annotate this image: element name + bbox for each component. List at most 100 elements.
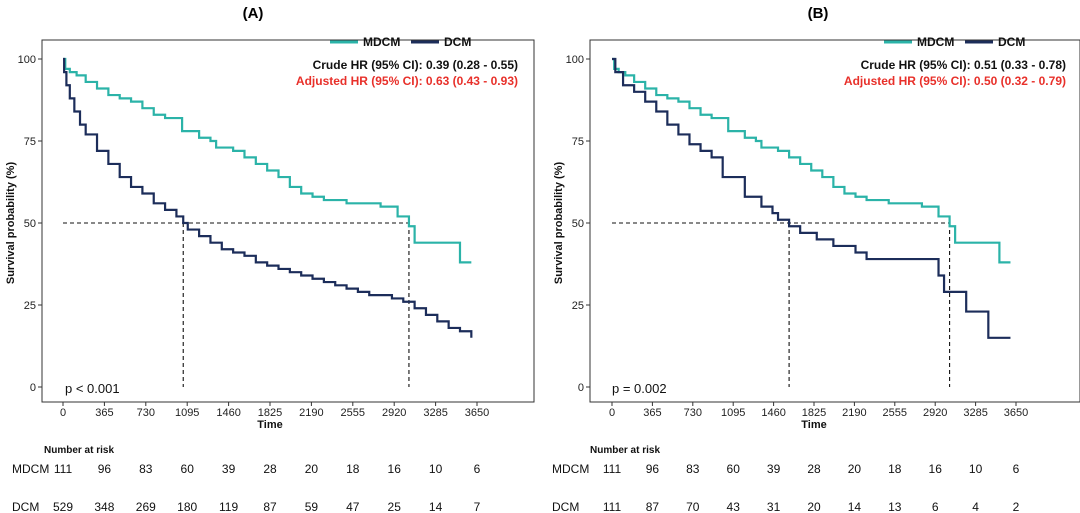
p-value: p < 0.001 <box>65 381 120 396</box>
risk-count-cell: 348 <box>94 500 114 513</box>
y-tick-label: 100 <box>566 54 584 66</box>
x-tick-label: 730 <box>137 407 155 419</box>
risk-count-cell: 47 <box>346 500 360 513</box>
x-axis-title: Time <box>257 419 282 431</box>
risk-count-cell: 20 <box>305 462 319 476</box>
risk-count-cell: 20 <box>848 462 862 476</box>
risk-count-cell: 25 <box>388 500 402 513</box>
x-tick-label: 365 <box>643 407 661 419</box>
risk-count-cell: 16 <box>929 462 943 476</box>
risk-count-cell: 6 <box>474 462 481 476</box>
y-axis-title: Survival probability (%) <box>5 162 17 285</box>
y-tick-label: 25 <box>572 300 584 312</box>
risk-count-cell: 10 <box>969 462 983 476</box>
x-tick-label: 1095 <box>175 407 199 419</box>
risk-count-cell: 14 <box>848 500 862 513</box>
risk-count-cell: 31 <box>767 500 781 513</box>
x-tick-label: 2555 <box>341 407 365 419</box>
p-value: p = 0.002 <box>612 381 667 396</box>
plot-panel-border <box>41 39 535 403</box>
x-tick-label: 1460 <box>761 407 785 419</box>
risk-count-cell: 70 <box>686 500 700 513</box>
crude-hr-annotation: Crude HR (95% CI): 0.39 (0.28 - 0.55) <box>313 58 518 72</box>
risk-count-cell: 119 <box>219 500 238 513</box>
risk-count-cell: 13 <box>888 500 902 513</box>
x-tick-label: 1095 <box>721 407 745 419</box>
y-axis-title: Survival probability (%) <box>553 162 565 285</box>
risk-count-cell: 16 <box>388 462 402 476</box>
panel-label: (B) <box>808 5 829 22</box>
x-tick-label: 1825 <box>802 407 826 419</box>
y-tick-label: 50 <box>572 218 584 230</box>
km-curve-dcm <box>63 57 473 338</box>
risk-count-cell: 6 <box>1013 462 1020 476</box>
risk-count-cell: 269 <box>136 500 156 513</box>
risk-count-cell: 2 <box>1013 500 1020 513</box>
y-tick-label: 25 <box>24 300 36 312</box>
plot-panel-border <box>589 39 1080 403</box>
risk-count-cell: 111 <box>603 462 622 476</box>
risk-count-cell: 14 <box>429 500 443 513</box>
risk-count-cell: 10 <box>429 462 443 476</box>
risk-row-label: MDCM <box>552 462 589 476</box>
adjusted-hr-annotation: Adjusted HR (95% CI): 0.50 (0.32 - 0.79) <box>844 74 1066 88</box>
risk-count-cell: 83 <box>139 462 153 476</box>
risk-count-cell: 43 <box>727 500 741 513</box>
risk-table-title: Number at risk <box>44 445 114 456</box>
risk-table-title: Number at risk <box>590 445 660 456</box>
risk-row-label: DCM <box>552 500 579 513</box>
risk-count-cell: 7 <box>474 500 481 513</box>
legend-label-dcm: DCM <box>998 35 1025 49</box>
x-tick-label: 1460 <box>216 407 240 419</box>
x-tick-label: 3285 <box>963 407 987 419</box>
risk-count-cell: 180 <box>177 500 197 513</box>
risk-count-cell: 111 <box>603 500 622 513</box>
x-tick-label: 1825 <box>258 407 282 419</box>
km-curve-mdcm <box>612 57 1011 264</box>
risk-count-cell: 60 <box>727 462 741 476</box>
risk-count-cell: 111 <box>54 462 73 476</box>
x-tick-label: 730 <box>684 407 702 419</box>
x-tick-label: 2920 <box>923 407 947 419</box>
x-tick-label: 2190 <box>299 407 323 419</box>
y-tick-label: 75 <box>24 136 36 148</box>
x-tick-label: 2190 <box>842 407 866 419</box>
risk-count-cell: 28 <box>263 462 277 476</box>
x-tick-label: 365 <box>95 407 113 419</box>
risk-count-cell: 28 <box>807 462 821 476</box>
risk-count-cell: 20 <box>807 500 821 513</box>
risk-count-cell: 18 <box>888 462 902 476</box>
risk-count-cell: 60 <box>181 462 195 476</box>
risk-count-cell: 87 <box>646 500 660 513</box>
y-tick-label: 0 <box>578 382 584 394</box>
y-tick-label: 100 <box>18 54 36 66</box>
x-tick-label: 2555 <box>883 407 907 419</box>
risk-count-cell: 39 <box>222 462 236 476</box>
y-tick-label: 50 <box>24 218 36 230</box>
x-tick-label: 3650 <box>465 407 489 419</box>
risk-count-cell: 6 <box>932 500 939 513</box>
km-curve-mdcm <box>63 57 472 264</box>
crude-hr-annotation: Crude HR (95% CI): 0.51 (0.33 - 0.78) <box>861 58 1066 72</box>
risk-row-label: MDCM <box>12 462 49 476</box>
x-tick-label: 3285 <box>423 407 447 419</box>
legend-label-dcm: DCM <box>444 35 471 49</box>
risk-count-cell: 96 <box>98 462 112 476</box>
x-axis-title: Time <box>801 419 826 431</box>
risk-count-cell: 18 <box>346 462 360 476</box>
risk-count-cell: 59 <box>305 500 319 513</box>
risk-count-cell: 39 <box>767 462 781 476</box>
risk-count-cell: 83 <box>686 462 700 476</box>
legend-label-mdcm: MDCM <box>917 35 954 49</box>
legend-label-mdcm: MDCM <box>363 35 400 49</box>
risk-count-cell: 96 <box>646 462 660 476</box>
x-tick-label: 3650 <box>1004 407 1028 419</box>
risk-count-cell: 529 <box>53 500 73 513</box>
risk-count-cell: 4 <box>972 500 979 513</box>
y-tick-label: 75 <box>572 136 584 148</box>
risk-count-cell: 87 <box>263 500 277 513</box>
x-tick-label: 2920 <box>382 407 406 419</box>
